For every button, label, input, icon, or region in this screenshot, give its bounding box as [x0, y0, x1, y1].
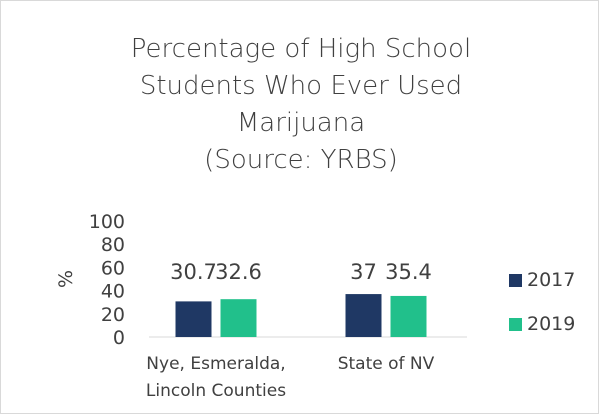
chart-title-line-2: Students Who Ever Used — [139, 71, 463, 101]
data-label: 37 — [350, 260, 377, 284]
data-label: 32.6 — [215, 260, 262, 284]
bar-2017-0 — [175, 301, 212, 337]
legend-label-2017: 2017 — [527, 269, 576, 291]
chart-legend: 2017 2019 — [509, 269, 575, 357]
chart-title-line-1: Percentage of High School — [130, 34, 472, 64]
x-category-label: State of NV — [338, 354, 435, 374]
y-tick-label: 20 — [101, 304, 125, 326]
chart-title-line-4: (Source: YRBS) — [204, 145, 398, 175]
bar-2017-1 — [345, 294, 382, 337]
legend-item-2019: 2019 — [509, 313, 575, 335]
chart-title: Percentage of High School Students Who E… — [61, 31, 541, 179]
legend-swatch-2017 — [509, 273, 522, 287]
y-tick-label: 100 — [89, 211, 125, 233]
y-tick-label: 0 — [113, 327, 125, 349]
y-axis-label: % — [55, 270, 77, 288]
legend-label-2019: 2019 — [527, 313, 576, 335]
y-tick-label: 40 — [101, 281, 125, 303]
y-tick-label: 80 — [101, 234, 125, 256]
x-category-label: Nye, Esmeralda, — [146, 354, 285, 374]
bar-2019-0 — [220, 299, 257, 337]
data-label: 30.7 — [170, 260, 217, 284]
bar-2019-1 — [390, 295, 427, 337]
legend-item-2017: 2017 — [509, 269, 575, 291]
legend-swatch-2019 — [509, 317, 522, 331]
chart-title-line-3: Marijuana — [236, 108, 366, 138]
x-category-label: Lincoln Counties — [146, 381, 286, 401]
y-tick-label: 60 — [101, 257, 125, 279]
data-label: 35.4 — [385, 260, 432, 284]
